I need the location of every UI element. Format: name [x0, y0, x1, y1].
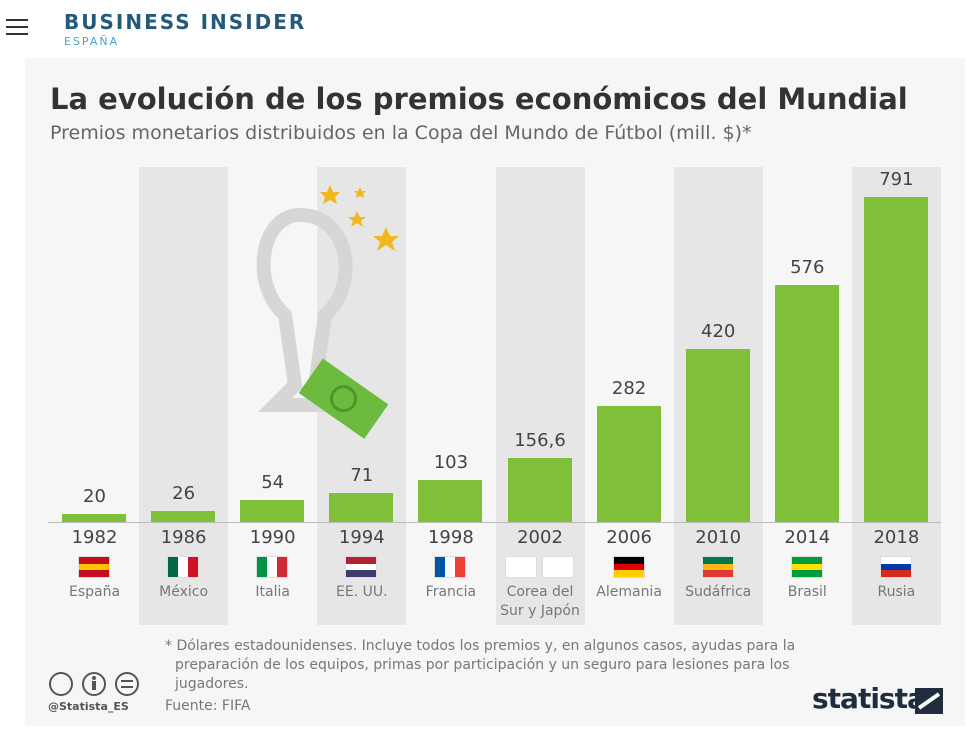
host-label: México [139, 583, 228, 602]
bar [418, 479, 483, 522]
bar [62, 513, 126, 522]
year-label: 2002 [517, 527, 563, 548]
value-label: 103 [433, 451, 469, 473]
host-label: EE. UU. [317, 583, 406, 602]
logo[interactable]: statista [812, 682, 926, 715]
column-band [495, 167, 585, 625]
source: Fuente: FIFA [165, 698, 251, 714]
year-label: 1986 [160, 527, 207, 548]
flag [541, 556, 574, 578]
bar [774, 285, 839, 522]
year-label: 2018 [873, 527, 920, 548]
flag [256, 556, 289, 578]
bar [329, 492, 394, 522]
host-text: Rusia [877, 584, 916, 600]
host-label: España [50, 583, 139, 602]
flag [434, 556, 467, 578]
flag [167, 556, 200, 578]
value-label: 26 [172, 483, 196, 505]
chart-title: La evolución de los premios económicos d… [50, 82, 908, 116]
flag [504, 556, 537, 578]
year-label: 2014 [784, 527, 831, 548]
trophy-illustration [256, 185, 399, 439]
value-label: 576 [790, 257, 825, 279]
value-label: 282 [611, 378, 647, 400]
host-text: EE. UU. [336, 584, 388, 600]
host-text: España [68, 584, 121, 600]
bar [151, 511, 216, 522]
value-label: 71 [350, 464, 374, 486]
host-text: México [159, 584, 209, 600]
host-label: Rusia [852, 583, 941, 602]
host-label: Sudáfrica [674, 583, 763, 602]
host-label: Alemania [585, 583, 674, 602]
menu-icon[interactable] [6, 18, 30, 36]
footnote: * Dólares estadounidenses. Incluye todos… [165, 638, 796, 692]
logo-mark [915, 688, 943, 714]
host-text: Italia [255, 584, 290, 600]
host-label: Italia [228, 583, 317, 602]
host-text: Francia [425, 584, 477, 600]
flag [790, 556, 823, 578]
host-text: Corea del Sur y Japón [500, 584, 580, 619]
edition: ESPAÑA [64, 35, 120, 48]
bar [685, 349, 750, 522]
flag [78, 556, 110, 578]
host-label: Corea del Sur y Japón [496, 583, 585, 621]
baseline [48, 522, 941, 523]
value-label: 20 [83, 485, 106, 507]
host-label: Francia [406, 583, 495, 602]
year-label: 1990 [249, 527, 296, 548]
license-icons [49, 672, 139, 696]
flag [612, 556, 645, 578]
value-label: 54 [261, 471, 285, 493]
host-text: Sudáfrica [685, 584, 752, 600]
year-label: 2010 [695, 527, 742, 548]
brand[interactable]: BUSINESS INSIDER [64, 10, 307, 34]
year-label: 1994 [338, 527, 385, 548]
bar [507, 457, 572, 522]
flag [701, 556, 734, 578]
host-text: Alemania [596, 584, 662, 600]
value-label: 156,6 [514, 429, 566, 451]
bar [863, 197, 928, 522]
bar [596, 406, 661, 522]
flag [879, 556, 912, 578]
column-band [139, 167, 229, 625]
flag [345, 556, 378, 578]
chart-subtitle: Premios monetarios distribuidos en la Co… [50, 122, 752, 144]
year-label: 2006 [606, 527, 652, 548]
host-label: Brasil [763, 583, 852, 602]
year-label: 1982 [71, 527, 118, 548]
bar [240, 499, 305, 522]
handle[interactable]: @Statista_ES [48, 700, 129, 713]
value-label: 791 [879, 169, 914, 190]
value-label: 420 [701, 321, 736, 343]
year-label: 1998 [427, 527, 474, 548]
host-text: Brasil [787, 584, 827, 600]
